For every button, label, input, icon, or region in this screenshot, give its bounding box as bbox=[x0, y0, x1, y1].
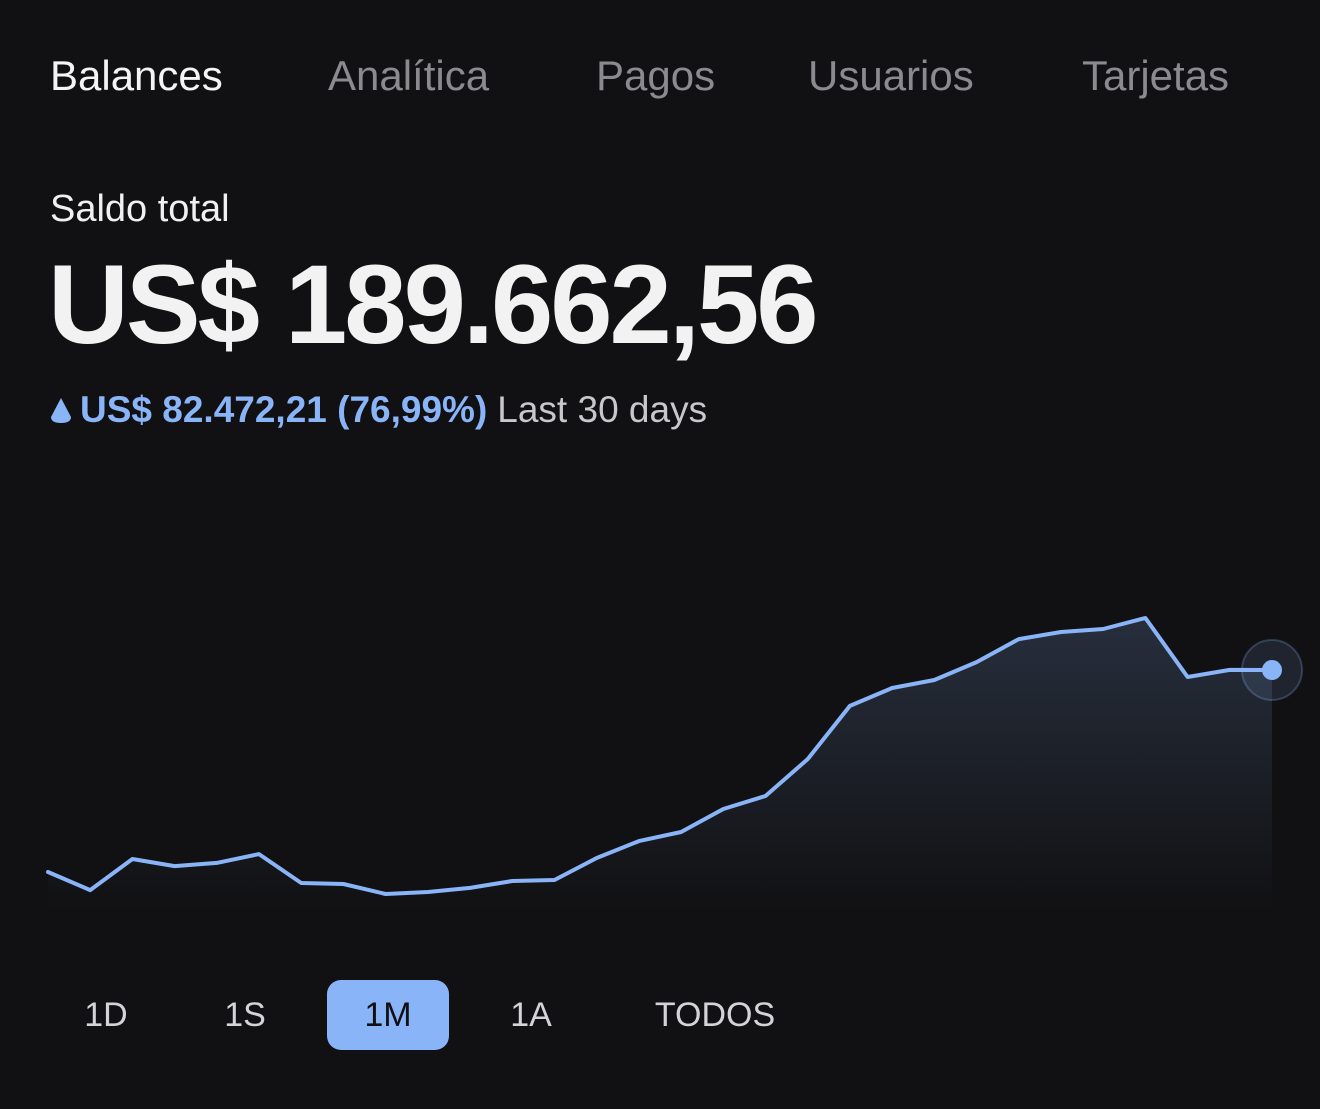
up-icon bbox=[51, 398, 71, 423]
change-period: Last 30 days bbox=[497, 389, 708, 430]
tab[interactable]: Analítica bbox=[328, 52, 490, 99]
range-button[interactable]: 1M bbox=[327, 980, 449, 1050]
balance-amount: US$ 189.662,56 bbox=[48, 242, 819, 367]
tab[interactable]: Pagos bbox=[596, 52, 716, 99]
change-row: US$ 82.472,21 (76,99%) Last 30 days bbox=[48, 386, 707, 434]
tab[interactable]: Balances bbox=[50, 52, 223, 99]
balance-chart bbox=[46, 616, 1303, 910]
range-button[interactable]: 1A bbox=[510, 996, 552, 1034]
endpoint-dot bbox=[1262, 660, 1282, 681]
tab[interactable]: Tarjetas bbox=[1082, 52, 1230, 99]
range-button[interactable]: 1D bbox=[84, 996, 128, 1034]
range-button[interactable]: 1S bbox=[224, 996, 266, 1034]
tab[interactable]: Usuarios bbox=[808, 52, 974, 99]
chart-area bbox=[48, 618, 1272, 910]
range-button[interactable]: TODOS bbox=[654, 996, 776, 1034]
change-amount: US$ 82.472,21 (76,99%) bbox=[80, 389, 488, 430]
balance-label: Saldo total bbox=[50, 188, 230, 230]
chart-line bbox=[46, 616, 1274, 896]
